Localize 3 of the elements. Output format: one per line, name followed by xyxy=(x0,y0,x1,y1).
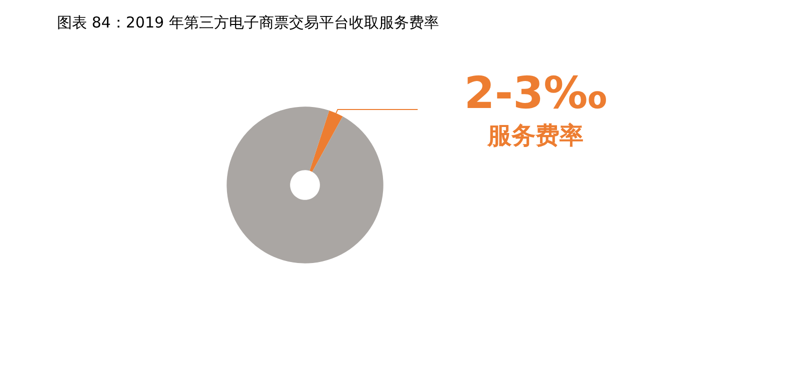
chart-title: 图表 84：2019 年第三方电子商票交易平台收取服务费率 xyxy=(57,14,439,32)
data-label: 2-3‰ xyxy=(464,68,608,119)
slice-label: 服务费率 xyxy=(486,121,584,150)
